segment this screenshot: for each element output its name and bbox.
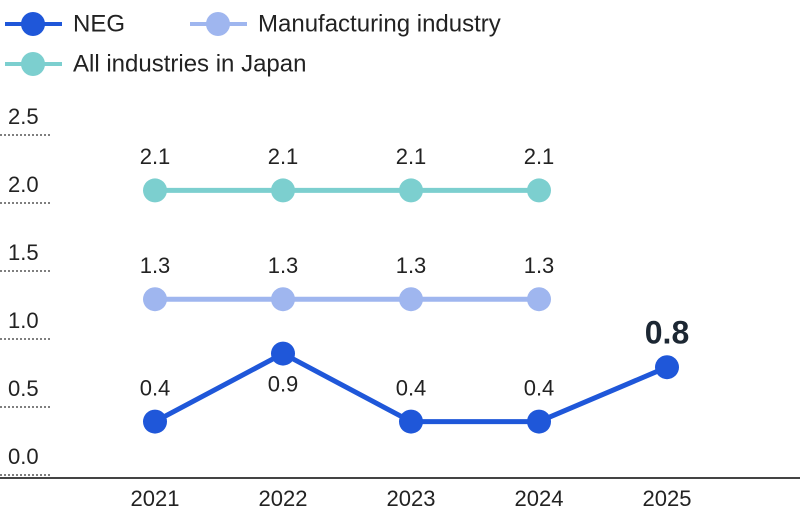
legend-marker — [206, 12, 230, 36]
data-label: 0.4 — [524, 375, 555, 400]
y-tick-label: 2.5 — [8, 104, 39, 129]
point — [399, 287, 423, 312]
x-tick-label: 2023 — [387, 486, 436, 511]
legend-text: Manufacturing industry — [258, 10, 501, 37]
data-label: 1.3 — [268, 253, 299, 278]
legend-text: NEG — [73, 10, 125, 37]
data-label: 2.1 — [524, 144, 555, 169]
y-tick-label: 2.0 — [8, 172, 39, 197]
point — [527, 287, 551, 312]
data-label: 1.3 — [396, 253, 427, 278]
data-label: 2.1 — [140, 144, 171, 169]
point — [527, 178, 551, 203]
point — [271, 287, 295, 312]
data-label: 2.1 — [268, 144, 299, 169]
point — [399, 409, 423, 434]
point — [143, 409, 167, 434]
data-label: 0.4 — [140, 375, 171, 400]
x-tick-label: 2025 — [643, 486, 692, 511]
legend-marker — [21, 52, 45, 76]
y-tick-label: 0.5 — [8, 376, 39, 401]
y-tick-label: 0.0 — [8, 444, 39, 469]
y-tick-label: 1.5 — [8, 240, 39, 265]
legend-marker — [21, 12, 45, 36]
x-tick-label: 2022 — [259, 486, 308, 511]
x-tick-label: 2021 — [131, 486, 180, 511]
data-label: 2.1 — [396, 144, 427, 169]
y-tick-label: 1.0 — [8, 308, 39, 333]
data-label: 1.3 — [524, 253, 555, 278]
point — [271, 178, 295, 203]
data-label: 1.3 — [140, 253, 171, 278]
data-label: 0.4 — [396, 375, 427, 400]
data-label: 0.8 — [645, 315, 689, 351]
point — [399, 178, 423, 203]
data-label: 0.9 — [268, 371, 299, 396]
point — [655, 355, 679, 380]
point — [143, 178, 167, 203]
point — [527, 409, 551, 434]
point — [271, 341, 295, 366]
x-tick-label: 2024 — [515, 486, 564, 511]
legend-text: All industries in Japan — [73, 50, 306, 77]
point — [143, 287, 167, 312]
